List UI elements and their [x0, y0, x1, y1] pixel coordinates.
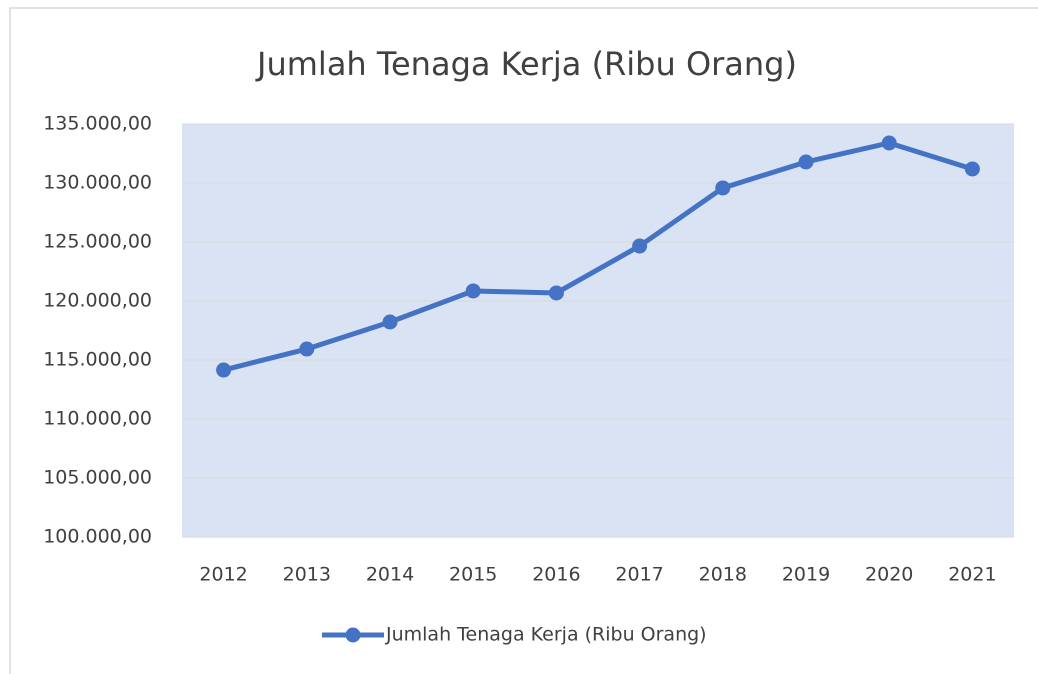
y-tick-label: 110.000,00 — [43, 408, 152, 430]
y-tick-label: 130.000,00 — [43, 172, 152, 194]
data-point — [715, 180, 731, 196]
data-point — [382, 314, 398, 330]
data-point — [216, 362, 232, 378]
y-tick-label: 105.000,00 — [43, 467, 152, 489]
data-point — [798, 154, 814, 170]
x-tick-label: 2018 — [699, 564, 747, 586]
chart-title: Jumlah Tenaga Kerja (Ribu Orang) — [255, 45, 797, 83]
x-tick-label: 2013 — [283, 564, 331, 586]
y-tick-label: 125.000,00 — [43, 231, 152, 253]
data-point — [548, 285, 564, 301]
data-point — [299, 341, 315, 357]
x-tick-label: 2012 — [199, 564, 247, 586]
data-point — [632, 238, 648, 254]
y-tick-label: 115.000,00 — [43, 349, 152, 371]
plot-area — [182, 124, 1014, 537]
x-tick-label: 2014 — [366, 564, 414, 586]
legend-label: Jumlah Tenaga Kerja (Ribu Orang) — [385, 624, 707, 646]
data-point — [465, 283, 481, 299]
x-tick-label: 2019 — [782, 564, 830, 586]
x-tick-label: 2021 — [948, 564, 996, 586]
data-line — [222, 140, 974, 373]
x-tick-label: 2020 — [865, 564, 913, 586]
y-tick-label: 120.000,00 — [43, 290, 152, 312]
y-tick-label: 135.000,00 — [43, 113, 152, 135]
x-tick-label: 2017 — [615, 564, 663, 586]
x-tick-label: 2015 — [449, 564, 497, 586]
legend-marker — [345, 627, 361, 643]
data-point — [881, 135, 897, 151]
x-tick-label: 2016 — [532, 564, 580, 586]
y-tick-label: 100.000,00 — [43, 526, 152, 548]
data-point — [964, 161, 980, 177]
